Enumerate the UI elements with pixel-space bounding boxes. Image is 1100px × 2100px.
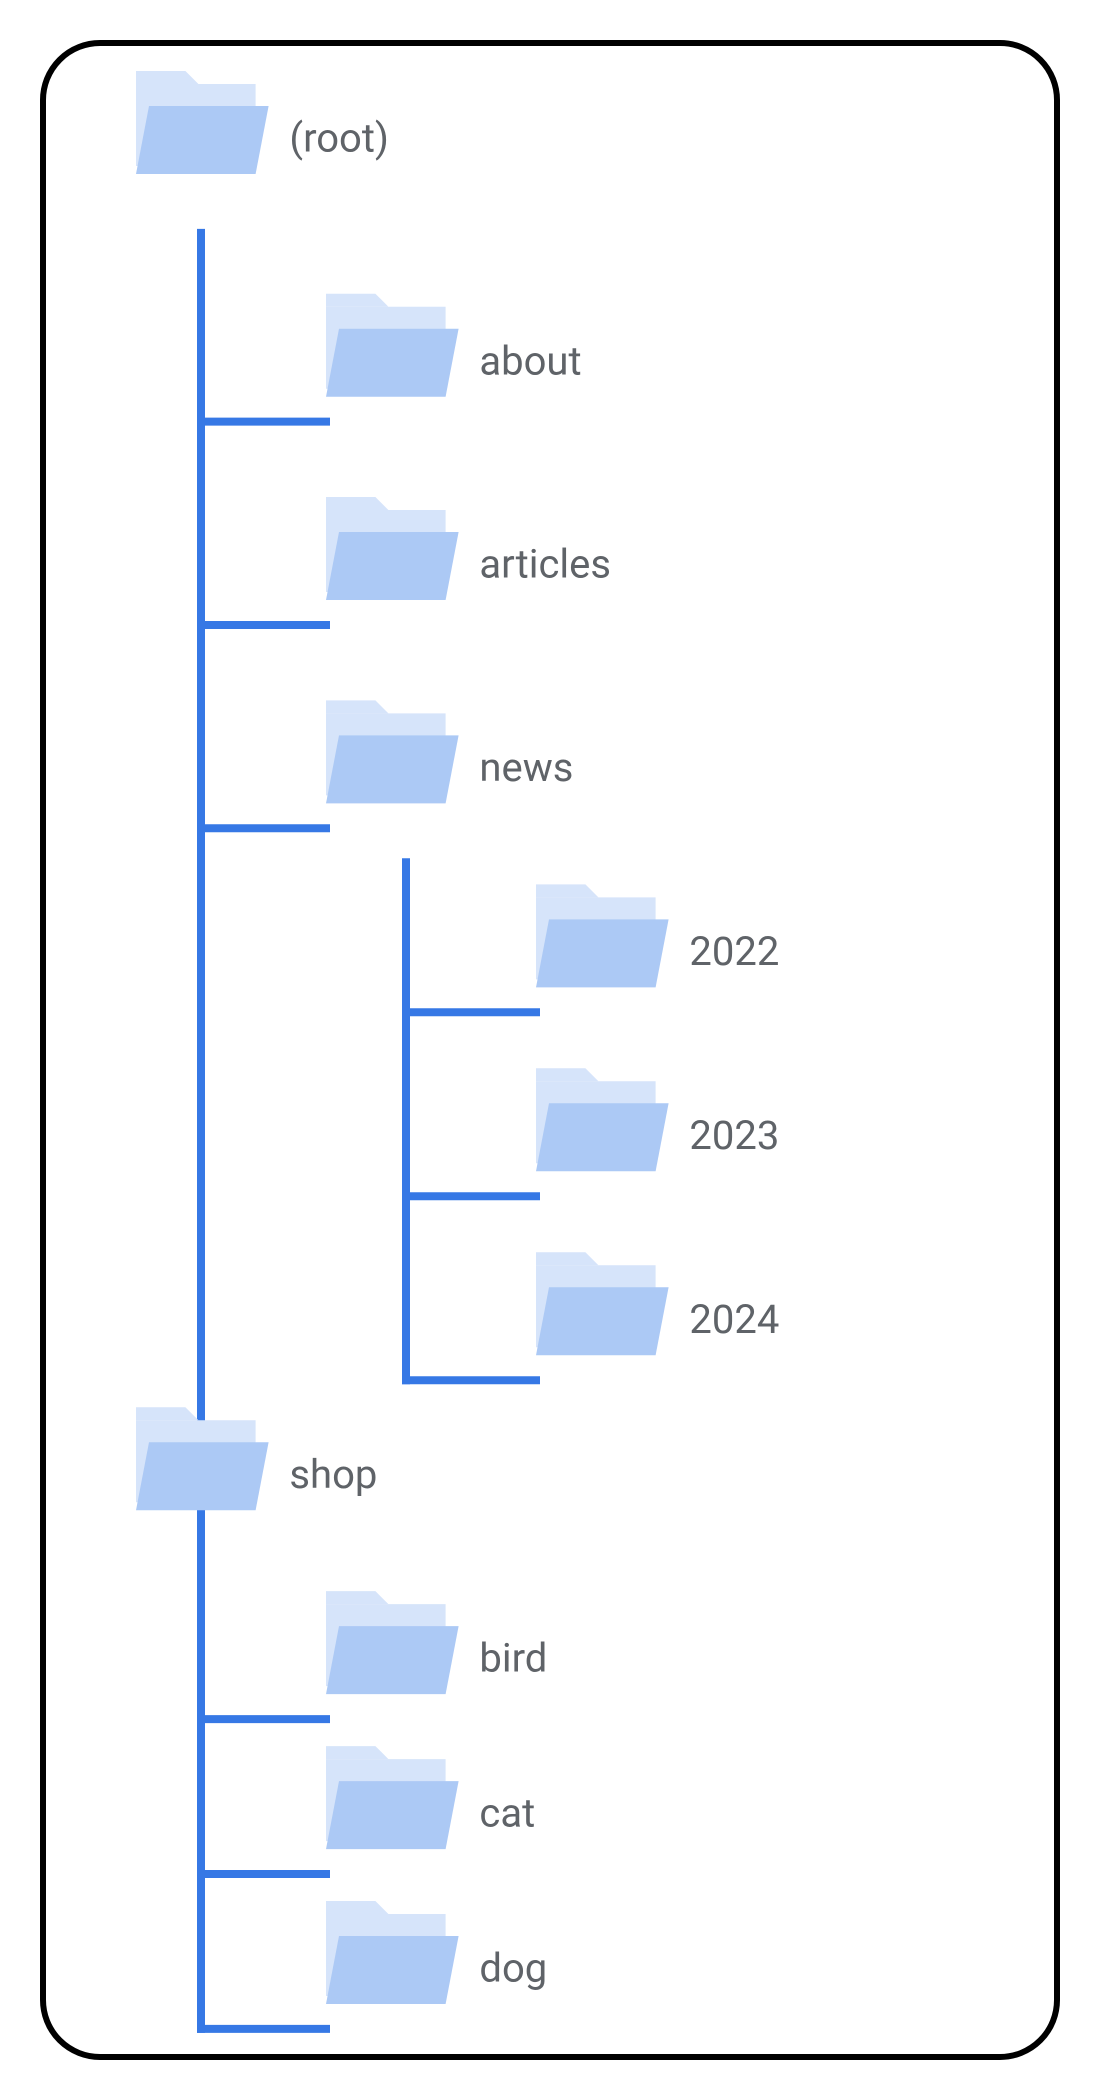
folder-news: news [326, 700, 573, 803]
folder-shop: shop [136, 1407, 377, 1510]
folder-root: (root) [136, 71, 389, 174]
folder-bird: bird [326, 1591, 547, 1694]
folder-label-about: about [479, 337, 581, 384]
folder-cat: cat [326, 1746, 535, 1849]
folder-label-y2024: 2024 [689, 1296, 779, 1343]
diagram-frame: (root) about articles news 2022 2023 2024 shop b… [40, 40, 1060, 2060]
folder-dog: dog [326, 1901, 547, 2004]
folder-label-bird: bird [479, 1635, 547, 1682]
folder-articles: articles [326, 497, 611, 600]
folder-label-y2023: 2023 [689, 1112, 779, 1159]
folder-y2023: 2023 [536, 1068, 779, 1171]
folder-label-articles: articles [479, 541, 611, 588]
folder-label-shop: shop [289, 1451, 377, 1498]
folder-label-root: (root) [289, 115, 389, 162]
folder-label-news: news [479, 744, 573, 791]
folder-label-y2022: 2022 [689, 928, 779, 975]
folder-about: about [326, 294, 582, 397]
folder-label-cat: cat [479, 1790, 535, 1837]
folder-label-dog: dog [479, 1945, 547, 1992]
folder-y2022: 2022 [536, 884, 779, 987]
folder-y2024: 2024 [536, 1252, 779, 1355]
folder-tree-diagram: (root) about articles news 2022 2023 2024 shop b… [46, 46, 1066, 2066]
